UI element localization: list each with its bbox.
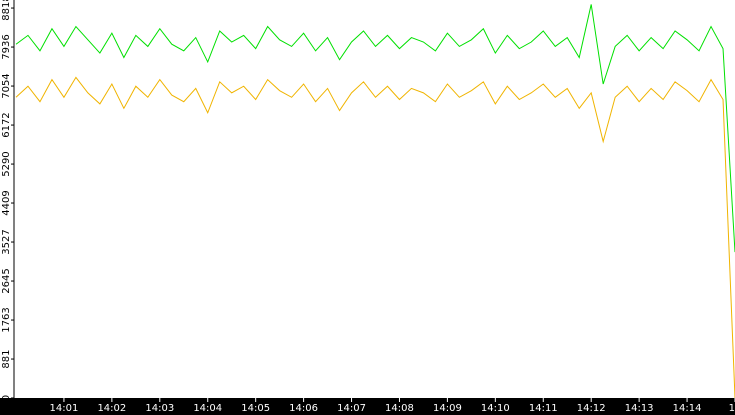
y-tick-label: 3527 <box>1 229 12 254</box>
x-tick-label: 14:12 <box>577 403 606 414</box>
x-tick-label: 14:06 <box>289 403 318 414</box>
x-tick-label: 14:09 <box>433 403 462 414</box>
x-tick-label: 14:10 <box>481 403 510 414</box>
y-tick-label: 2645 <box>1 268 12 293</box>
x-axis-band <box>0 398 735 415</box>
y-tick-label: 7054 <box>1 73 12 98</box>
y-tick-label: 881 <box>1 349 12 368</box>
x-tick-label: 14:04 <box>193 403 222 414</box>
y-tick-label: 1763 <box>1 307 12 332</box>
x-tick-label: 14:14 <box>673 403 702 414</box>
x-tick-label: 14:01 <box>50 403 79 414</box>
x-tick-label: 14:05 <box>241 403 270 414</box>
y-tick-label: 4409 <box>1 190 12 215</box>
x-tick-label: 14:13 <box>625 403 654 414</box>
y-tick-label: 5290 <box>1 151 12 176</box>
x-tick-label: 14:11 <box>529 403 558 414</box>
x-tick-label: 14:07 <box>337 403 366 414</box>
y-tick-label: 6172 <box>1 112 12 137</box>
y-tick-label: 7936 <box>1 34 12 59</box>
y-tick-label: 8818 <box>1 0 12 21</box>
y-tick-label: 0 <box>1 395 12 401</box>
x-tick-label: 14 <box>729 403 735 414</box>
series-line <box>15 4 735 253</box>
series-line <box>15 76 735 399</box>
x-tick-label: 14:02 <box>97 403 126 414</box>
x-tick-label: 14:08 <box>385 403 414 414</box>
x-tick-label: 14:03 <box>145 403 174 414</box>
